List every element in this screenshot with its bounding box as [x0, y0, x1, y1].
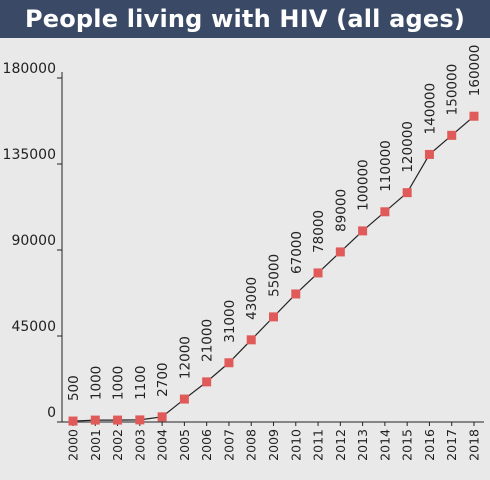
x-tick-label: 2005: [177, 429, 192, 461]
data-point-marker: [335, 247, 345, 257]
data-point-marker: [68, 416, 78, 426]
data-label: 140000: [422, 83, 438, 135]
y-tick-label: 90000: [11, 233, 56, 249]
x-tick-label: 2017: [444, 429, 459, 461]
data-label: 55000: [267, 254, 283, 297]
data-point-marker: [424, 149, 434, 159]
data-point-marker: [113, 415, 123, 425]
x-tick-label: 2001: [88, 429, 103, 461]
x-tick-label: 2014: [377, 429, 392, 461]
x-tick-label: 2012: [333, 429, 348, 461]
data-label: 100000: [356, 159, 372, 211]
x-tick-label: 2003: [132, 429, 147, 461]
x-tick-label: 2015: [400, 429, 415, 461]
chart-title: People living with HIV (all ages): [0, 0, 490, 38]
x-tick-label: 2013: [355, 429, 370, 461]
data-point-marker: [358, 226, 368, 236]
data-point-marker: [269, 312, 278, 322]
line-chart: 0 45000 90000 135000 180000 2000 2001 2002 2003 2…: [3, 45, 484, 461]
y-tick-label: 45000: [11, 319, 56, 335]
x-tick-label: 2009: [266, 429, 281, 461]
x-tick-label: 2018: [467, 429, 482, 461]
x-tick-label: 2008: [244, 429, 259, 461]
x-tick-label: 2016: [422, 429, 437, 461]
data-point-marker: [402, 188, 412, 198]
data-label: 1000: [111, 366, 127, 400]
y-tick-label: 135000: [3, 147, 56, 163]
data-point-marker: [447, 130, 457, 140]
data-label: 1100: [133, 366, 149, 400]
data-label: 2700: [155, 362, 171, 396]
data-label: 1000: [88, 366, 104, 400]
data-point-marker: [380, 207, 390, 217]
data-label: 150000: [445, 64, 461, 116]
x-tick-label: 2000: [66, 429, 81, 461]
data-point-marker: [469, 111, 479, 121]
x-tick-label: 2004: [155, 429, 170, 461]
x-tick-label: 2011: [311, 429, 326, 461]
data-point-marker: [246, 335, 256, 345]
x-tick-label: 2010: [288, 429, 303, 461]
data-label: 43000: [244, 277, 260, 320]
x-tick-label: 2007: [221, 429, 236, 461]
data-point-marker: [157, 412, 167, 422]
data-point-marker: [291, 289, 301, 299]
data-point-marker: [135, 415, 145, 425]
y-tick-label: 0: [47, 405, 56, 421]
data-label: 120000: [400, 121, 416, 173]
x-tick-label: 2006: [199, 429, 214, 461]
data-label: 110000: [378, 140, 394, 192]
data-point-marker: [202, 377, 212, 387]
x-tick-label: 2002: [110, 429, 125, 461]
data-label: 78000: [311, 210, 327, 253]
data-label: 89000: [333, 189, 349, 232]
data-label: 67000: [289, 231, 305, 274]
data-point-marker: [179, 394, 189, 404]
data-label: 21000: [200, 319, 216, 362]
data-point-marker: [313, 268, 323, 278]
data-label: 31000: [222, 300, 238, 343]
y-tick-label: 180000: [3, 61, 56, 77]
data-label: 160000: [467, 45, 483, 97]
data-label: 12000: [177, 336, 193, 379]
data-label: 500: [66, 375, 82, 401]
data-point-marker: [224, 358, 234, 368]
data-point-marker: [90, 415, 100, 425]
